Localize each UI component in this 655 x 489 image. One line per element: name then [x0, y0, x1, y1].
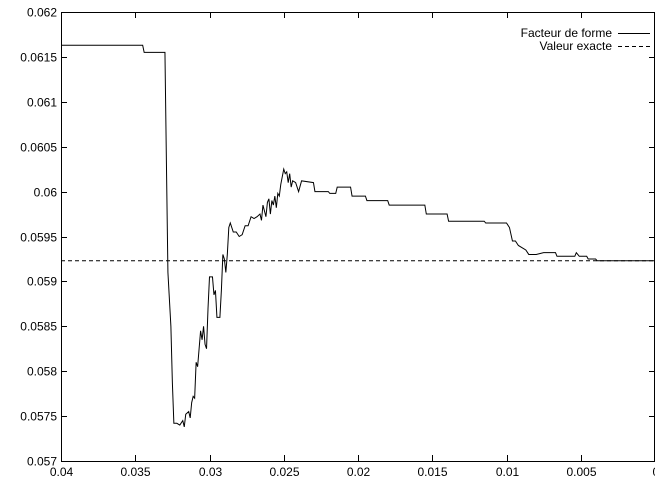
y-tick-label: 0.057 [27, 455, 57, 469]
y-tick-label: 0.058 [27, 365, 57, 379]
y-tick-label: 0.0615 [20, 51, 57, 65]
y-axis: 0.057 0.0575 0.058 0.0585 0.059 0.0595 0.06 0.0… [20, 6, 655, 469]
y-tick-label: 0.062 [27, 6, 57, 20]
x-tick-label: 0.035 [120, 465, 150, 479]
plot-lines [61, 45, 655, 427]
plot-frame [62, 13, 655, 462]
y-tick-label: 0.0585 [20, 320, 57, 334]
x-tick-label: 0.01 [496, 465, 520, 479]
x-tick-label: 0.03 [199, 465, 223, 479]
y-tick-label: 0.059 [27, 275, 57, 289]
series-line-0 [61, 45, 655, 427]
x-tick-label: 0.005 [566, 465, 596, 479]
x-tick-label: 0.015 [417, 465, 447, 479]
x-tick-label: 0.02 [347, 465, 371, 479]
y-tick-label: 0.0595 [20, 231, 57, 245]
y-tick-label: 0.0605 [20, 141, 57, 155]
legend-label: Valeur exacte [540, 39, 613, 53]
y-tick-label: 0.061 [27, 96, 57, 110]
y-tick-label: 0.06 [34, 186, 58, 200]
x-tick-label: 0.025 [269, 465, 299, 479]
legend-label: Facteur de forme [521, 26, 613, 40]
y-tick-label: 0.0575 [20, 410, 57, 424]
